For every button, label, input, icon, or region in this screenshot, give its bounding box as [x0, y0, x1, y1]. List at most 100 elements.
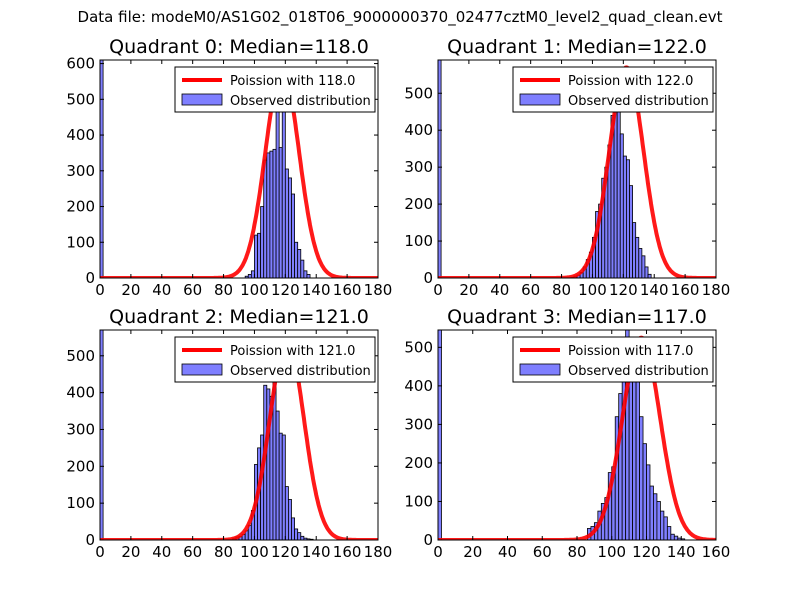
y-tick-label: 400 [404, 377, 433, 395]
histogram-bar [619, 133, 624, 278]
x-tick-label: 100 [578, 281, 607, 299]
histogram-bar [263, 159, 268, 278]
histogram-bar [629, 185, 633, 278]
x-tick-label: 20 [121, 543, 140, 561]
y-tick-label: 100 [404, 492, 433, 510]
y-tick-label: 0 [423, 531, 433, 549]
x-tick-label: 60 [183, 543, 202, 561]
legend-label: Poission with 117.0 [568, 344, 693, 359]
x-tick-label: 60 [521, 281, 540, 299]
y-tick-label: 100 [404, 232, 433, 250]
poisson-curve [100, 337, 378, 540]
legend-patch-icon [519, 93, 561, 106]
y-tick-label: 500 [66, 347, 95, 365]
histogram-bar [666, 526, 672, 540]
subplot-title: Quadrant 0: Median=118.0 [109, 36, 369, 58]
x-tick-label: 0 [95, 281, 105, 299]
y-tick-label: 200 [66, 198, 95, 216]
plot-area [438, 60, 716, 278]
histogram-bar [100, 330, 104, 540]
histogram-bar [284, 486, 289, 540]
histogram-bar [254, 234, 258, 278]
plot-area [100, 330, 378, 540]
y-tick-label: 500 [404, 338, 433, 356]
y-tick-label: 200 [66, 457, 95, 475]
histogram-bar [266, 152, 271, 278]
histogram-bar [297, 249, 302, 278]
x-tick-label: 100 [240, 281, 269, 299]
histogram-bar [653, 493, 658, 540]
y-tick-label: 100 [66, 494, 95, 512]
histogram-bar [284, 168, 289, 278]
histogram-bar [626, 159, 630, 278]
x-tick-label: 0 [433, 543, 443, 561]
histogram-bar [300, 259, 305, 278]
legend: Poission with 118.0 Observed distribution [174, 66, 376, 113]
histogram-bar [639, 416, 644, 540]
legend-patch-icon [519, 363, 561, 376]
x-tick-label: 120 [271, 281, 300, 299]
histogram-bar [635, 236, 640, 278]
legend: Poission with 122.0 Observed distribution [512, 66, 714, 113]
x-tick-label: 160 [702, 543, 731, 561]
y-tick-label: 500 [404, 84, 433, 102]
subplot-3: 0 20 40 60 80 100 120 140 160 0 100 200 300 400 500 Qua… [404, 306, 730, 561]
histogram-bar [660, 510, 665, 540]
histogram-bar [622, 155, 627, 278]
legend-patch-icon [181, 363, 223, 376]
axes-frame [437, 59, 717, 279]
histogram-bar [281, 434, 286, 540]
histogram-bar [257, 232, 262, 278]
x-tick-label: 80 [567, 543, 586, 561]
x-tick-label: 160 [333, 543, 362, 561]
histogram-bar [269, 150, 274, 278]
x-tick-label: 60 [533, 543, 552, 561]
x-tick-label: 100 [597, 543, 626, 561]
x-tick-label: 40 [490, 281, 509, 299]
histogram-bar [670, 533, 675, 540]
x-tick-label: 0 [433, 281, 443, 299]
histogram-bar [278, 147, 283, 278]
y-tick-label: 0 [423, 269, 433, 287]
histogram-bar [649, 485, 654, 540]
y-tick-label: 100 [66, 233, 95, 251]
histogram-bar [303, 270, 308, 278]
histogram-bar [272, 148, 277, 278]
figure-title: Data file: modeM0/AS1G02_018T06_90000003… [77, 8, 723, 26]
subplot-1: 0 20 40 60 80 100 120 140 160 1800100200300400500… [404, 36, 730, 299]
x-tick-label: 140 [667, 543, 696, 561]
legend-label: Observed distribution [230, 364, 371, 379]
legend: Poission with 121.0 Observed distribution [174, 336, 376, 383]
histogram-bar [291, 517, 295, 540]
y-tick-label: 0 [85, 531, 95, 549]
histogram-bar [291, 193, 295, 278]
histogram-bar [247, 274, 252, 278]
x-tick-label: 180 [364, 543, 393, 561]
plot-area [100, 60, 378, 278]
axes-frame [99, 59, 379, 279]
subplot-0: 0 20 40 60 80 100 120 140 160 1800100200300400500… [66, 36, 392, 299]
y-tick-label: 200 [404, 454, 433, 472]
subplot-title: Quadrant 2: Median=121.0 [109, 306, 369, 328]
x-tick-label: 20 [121, 281, 140, 299]
legend-label: Poission with 121.0 [230, 344, 355, 359]
histogram-bar [641, 255, 646, 278]
poisson-curve [438, 65, 716, 278]
y-tick-label: 600 [66, 55, 95, 73]
y-tick-label: 300 [404, 415, 433, 433]
x-tick-label: 180 [702, 281, 731, 299]
y-tick-label: 200 [404, 195, 433, 213]
histogram-bar [656, 501, 661, 540]
histogram-bar [300, 535, 305, 540]
y-tick-label: 300 [66, 420, 95, 438]
x-tick-label: 0 [95, 543, 105, 561]
histogram-bar [288, 177, 292, 278]
x-tick-label: 80 [214, 281, 233, 299]
histogram-bar [306, 274, 311, 278]
legend-label: Poission with 122.0 [568, 74, 693, 89]
histogram-bar [294, 528, 299, 540]
y-tick-label: 400 [66, 384, 95, 402]
histogram-bar [613, 111, 618, 278]
x-tick-label: 120 [632, 543, 661, 561]
